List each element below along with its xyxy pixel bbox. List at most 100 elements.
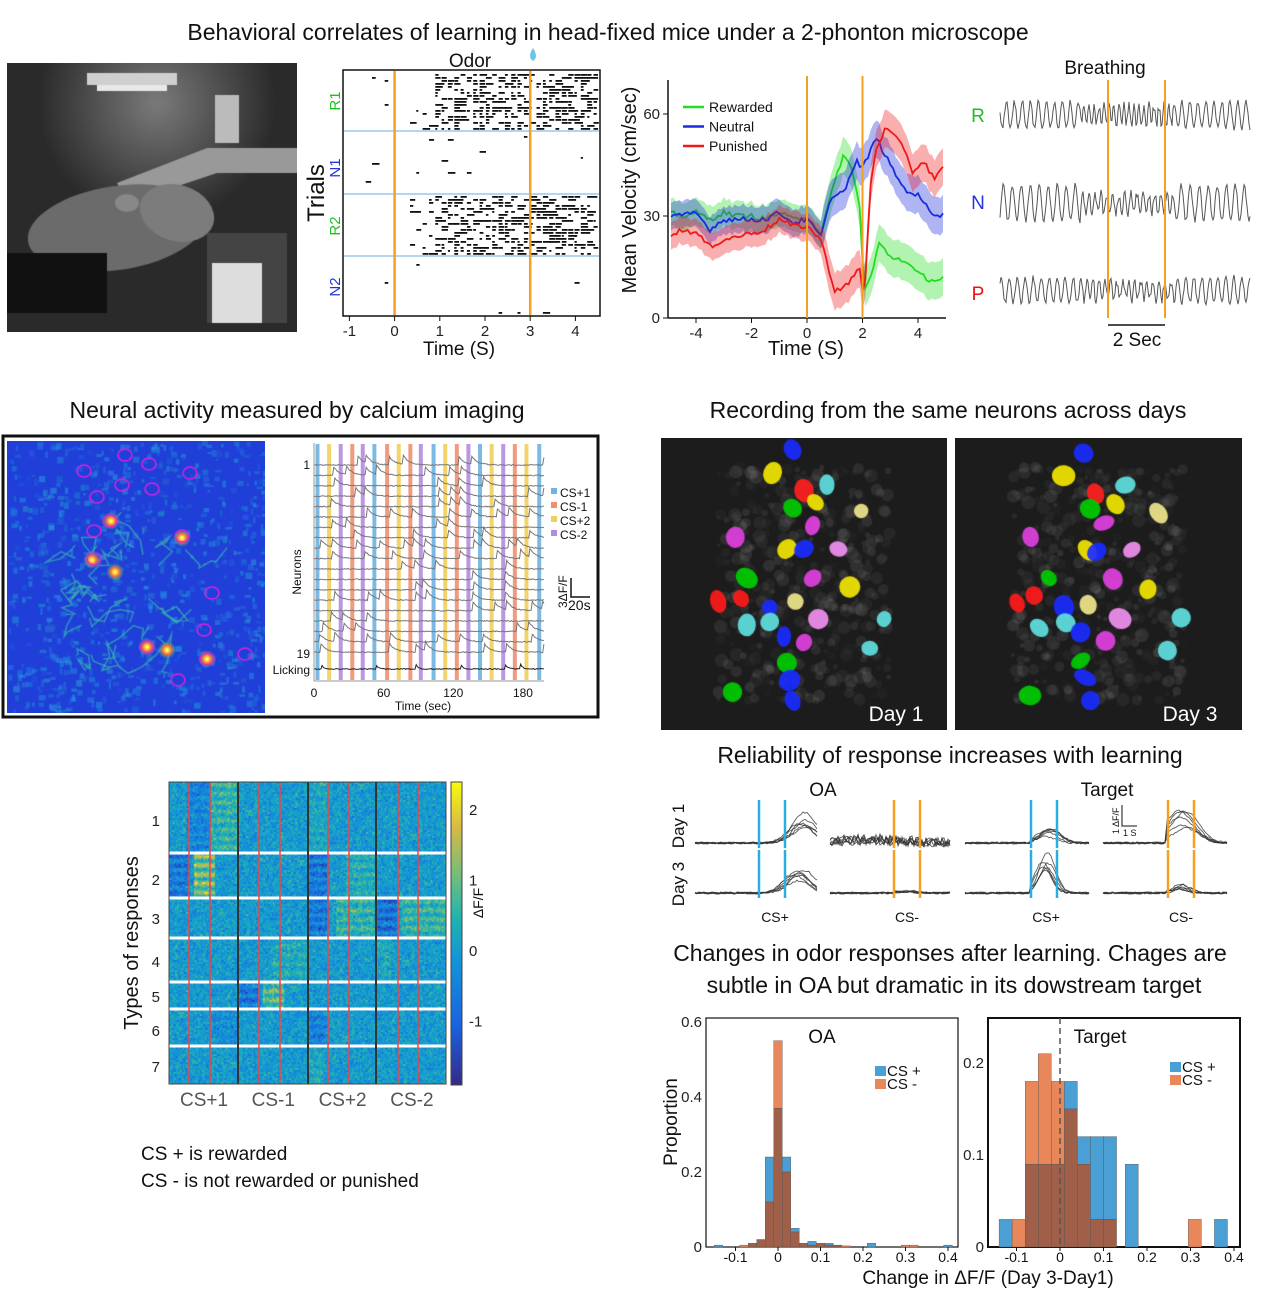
lick-mark bbox=[441, 229, 448, 231]
lick-mark bbox=[485, 208, 494, 210]
lick-mark bbox=[460, 232, 468, 234]
calcium-scalebar bbox=[570, 578, 590, 598]
lick-mark bbox=[460, 89, 464, 91]
lick-mark bbox=[447, 139, 454, 141]
bar-overlap bbox=[1038, 1163, 1052, 1248]
lick-mark bbox=[523, 199, 531, 201]
lick-mark bbox=[479, 122, 483, 124]
x-tick-label: -0.1 bbox=[723, 1249, 747, 1265]
lick-mark bbox=[441, 128, 445, 130]
lick-mark bbox=[460, 116, 467, 118]
lick-mark bbox=[511, 77, 518, 79]
response-trace bbox=[694, 824, 818, 845]
lick-mark bbox=[517, 83, 522, 85]
lick-mark bbox=[429, 125, 437, 127]
lick-mark bbox=[384, 282, 389, 284]
lick-mark bbox=[580, 211, 585, 213]
lick-mark bbox=[542, 226, 551, 228]
bar-cs-plus bbox=[714, 1244, 723, 1248]
x-tick-label: 0.2 bbox=[1137, 1249, 1157, 1265]
lick-mark bbox=[435, 244, 441, 246]
lick-mark bbox=[504, 235, 510, 237]
lick-mark bbox=[460, 208, 465, 210]
lick-mark bbox=[555, 119, 562, 121]
x-tick-label: 1 bbox=[436, 323, 444, 340]
lick-mark bbox=[511, 92, 514, 94]
lick-mark bbox=[422, 223, 427, 225]
stimulus-bar-cs-2 bbox=[501, 444, 506, 680]
colorbar-tick-label: 2 bbox=[469, 802, 477, 819]
lick-mark bbox=[536, 217, 545, 219]
lick-mark bbox=[485, 98, 494, 100]
x-tick-label: 0 bbox=[390, 323, 398, 340]
legend-label: CS + bbox=[887, 1063, 921, 1080]
lick-mark bbox=[498, 80, 506, 82]
lick-mark bbox=[485, 214, 489, 216]
lick-mark bbox=[454, 125, 459, 127]
colorbar-frame bbox=[450, 781, 463, 1086]
condition-label: CS-1 bbox=[252, 1090, 295, 1111]
lick-mark bbox=[485, 104, 490, 106]
lick-mark bbox=[485, 110, 490, 112]
bar-overlap bbox=[816, 1243, 825, 1248]
lick-mark bbox=[561, 101, 568, 103]
lick-mark bbox=[587, 101, 592, 103]
lick-mark bbox=[549, 98, 552, 100]
lick-mark bbox=[435, 250, 442, 252]
condition-label: CS+2 bbox=[319, 1090, 367, 1111]
lick-mark bbox=[435, 110, 441, 112]
days-title: Recording from the same neurons across d… bbox=[710, 397, 1187, 423]
lick-mark bbox=[479, 110, 483, 112]
neuron-trace bbox=[313, 610, 545, 623]
lick-mark bbox=[580, 83, 587, 85]
legend-swatch bbox=[1170, 1062, 1181, 1072]
neuron-trace bbox=[313, 569, 545, 581]
lick-mark bbox=[479, 86, 487, 88]
lick-mark bbox=[447, 86, 452, 88]
lick-mark bbox=[574, 250, 578, 252]
reliability-group-oa: OA bbox=[809, 780, 837, 801]
lick-mark bbox=[555, 128, 560, 130]
bar-cs-plus bbox=[1064, 1081, 1078, 1110]
lick-mark bbox=[429, 202, 434, 204]
lick-mark bbox=[498, 229, 504, 231]
row-group-label: 3 bbox=[152, 911, 160, 928]
lick-mark bbox=[580, 74, 587, 76]
lick-mark bbox=[574, 92, 577, 94]
lick-mark bbox=[479, 247, 488, 249]
bar-cs-minus bbox=[1051, 1081, 1065, 1165]
lick-mark bbox=[511, 217, 518, 219]
neuron-trace bbox=[313, 547, 544, 560]
lick-mark bbox=[568, 86, 574, 88]
lick-mark bbox=[542, 208, 547, 210]
lick-mark bbox=[549, 80, 552, 82]
lick-mark bbox=[504, 226, 508, 228]
lick-mark bbox=[460, 101, 467, 103]
lick-mark bbox=[587, 205, 590, 207]
lick-mark bbox=[580, 217, 588, 219]
lick-mark bbox=[580, 80, 589, 82]
x-tick-label: 0.4 bbox=[938, 1249, 958, 1265]
lick-mark bbox=[580, 223, 588, 225]
neuron-trace bbox=[313, 639, 545, 654]
breathing-panel: Breathing R N P 2 Sec bbox=[971, 58, 1251, 351]
lick-mark bbox=[587, 125, 595, 127]
raster-frame bbox=[342, 69, 601, 317]
stimulus-bar-cs+2 bbox=[524, 444, 529, 680]
raster-group-label: R1 bbox=[327, 91, 344, 110]
lick-mark bbox=[593, 220, 596, 222]
bar-overlap bbox=[782, 1171, 791, 1248]
lick-mark bbox=[511, 238, 519, 240]
lick-mark bbox=[523, 253, 527, 255]
lick-mark bbox=[561, 113, 569, 115]
lick-mark bbox=[479, 220, 488, 222]
lick-mark bbox=[523, 125, 529, 127]
lick-mark bbox=[523, 223, 528, 225]
figure-title: Behavioral correlates of learning in hea… bbox=[187, 19, 1028, 45]
lick-mark bbox=[517, 86, 520, 88]
lick-mark bbox=[542, 104, 548, 106]
row-group-label: 4 bbox=[152, 954, 160, 971]
lick-mark bbox=[580, 110, 589, 112]
lick-mark bbox=[492, 196, 499, 198]
x-tick-label: 0.3 bbox=[896, 1249, 916, 1265]
